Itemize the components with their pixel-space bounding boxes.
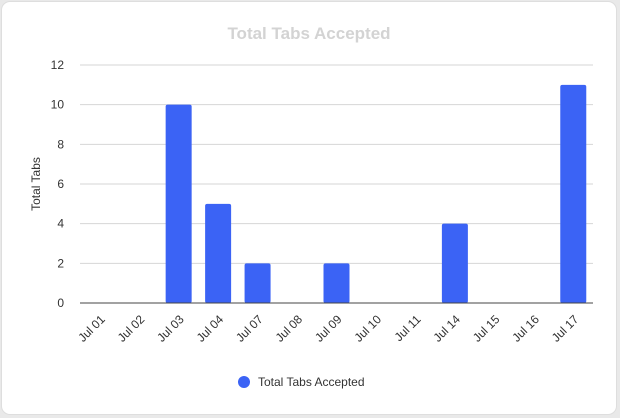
- x-tick-label: Jul 04: [194, 312, 227, 345]
- y-tick-label: 6: [57, 177, 64, 191]
- bar-jul-17: [560, 84, 587, 303]
- x-tick-label: Jul 11: [392, 312, 424, 344]
- bar-jul-03: [165, 104, 192, 304]
- chart-title: Total Tabs Accepted: [227, 24, 391, 43]
- x-tick-label: Jul 10: [352, 312, 385, 345]
- chart-legend[interactable]: Total Tabs Accepted: [238, 374, 365, 390]
- x-tick-label: Jul 01: [75, 312, 108, 345]
- y-tick-label: 10: [51, 98, 65, 112]
- x-tick-label: Jul 02: [115, 312, 148, 345]
- x-tick-label: Jul 17: [549, 312, 582, 345]
- y-tick-label: 0: [57, 296, 64, 310]
- x-tick-label: Jul 03: [154, 312, 187, 345]
- x-tick-label: Jul 07: [233, 312, 266, 345]
- y-tick-label: 12: [51, 58, 65, 72]
- bar-jul-09: [323, 263, 350, 303]
- y-tick-label: 2: [57, 256, 64, 270]
- bar-jul-14: [441, 223, 468, 303]
- legend-swatch: [238, 376, 250, 388]
- x-tick-label: Jul 08: [273, 312, 306, 345]
- y-axis-title: Total Tabs: [29, 157, 43, 211]
- x-tick-label: Jul 16: [509, 312, 542, 345]
- bar-jul-04: [205, 203, 232, 303]
- y-tick-label: 4: [57, 217, 64, 231]
- y-tick-label: 8: [57, 137, 64, 151]
- x-tick-label: Jul 09: [312, 312, 345, 345]
- legend-label: Total Tabs Accepted: [258, 375, 365, 389]
- x-tick-label: Jul 15: [470, 312, 503, 345]
- x-tick-label: Jul 14: [430, 312, 463, 345]
- bar-jul-07: [244, 263, 271, 303]
